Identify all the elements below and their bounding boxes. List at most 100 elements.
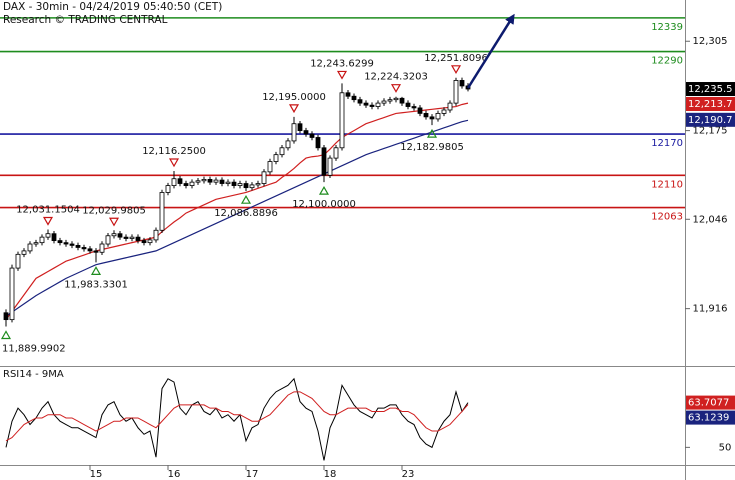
pivot-marker: [240, 194, 252, 204]
candle-body: [225, 181, 231, 184]
candle-body: [279, 147, 285, 156]
rsi-label: RSI14 - 9MA: [3, 369, 64, 380]
candle-body: [105, 235, 111, 245]
candle-body: [315, 137, 321, 149]
y-tick-label: 11,916: [693, 304, 728, 315]
pivot-label: 12,031.1504: [16, 204, 80, 215]
pivot-label: 12,116.2500: [142, 146, 206, 157]
pivot-marker: [0, 330, 12, 340]
candle-body: [141, 240, 147, 244]
candle-body: [285, 140, 291, 149]
pivot-marker: [168, 158, 180, 168]
pivot-marker: [426, 128, 438, 138]
candle-body: [111, 233, 117, 237]
candle-body: [57, 240, 63, 244]
candle-body: [165, 185, 171, 193]
x-tick-label: 18: [324, 469, 337, 480]
candle-body: [87, 248, 93, 252]
pivot-marker: [336, 70, 348, 80]
candle-body: [51, 233, 57, 241]
candle-body: [135, 236, 141, 241]
candle-body: [459, 80, 465, 87]
pivot-label: 11,983.3301: [64, 279, 128, 290]
candle-body: [99, 243, 105, 253]
pivot-label: 12,100.0000: [292, 199, 356, 210]
candle-body: [405, 102, 411, 107]
candle-body: [45, 233, 51, 238]
level-label: 12063: [651, 212, 683, 223]
candle-body: [435, 113, 441, 120]
candle-body: [291, 123, 297, 142]
pivot-marker: [90, 266, 102, 275]
candle-body: [123, 236, 129, 239]
candle-body: [237, 183, 243, 186]
candle-body: [345, 92, 351, 97]
candle-body: [369, 104, 375, 107]
candle-body: [411, 106, 417, 109]
candle-body: [15, 253, 21, 269]
level-label: 12290: [651, 56, 683, 67]
candle-body: [231, 181, 237, 186]
candle-body: [39, 236, 45, 244]
candle-body: [303, 130, 309, 135]
price-tag: [686, 82, 735, 97]
candle-body: [417, 107, 423, 114]
pivot-label: 11,889.9902: [2, 344, 66, 355]
candle-body: [393, 97, 399, 101]
candle-body: [339, 92, 345, 149]
price-tag-label: 12,190.7: [688, 115, 733, 126]
x-tick-label: 16: [168, 469, 181, 480]
x-tick-label: 17: [246, 469, 259, 480]
level-label: 12110: [651, 179, 683, 190]
forecast-arrow: [466, 13, 515, 89]
candle-body: [153, 229, 159, 241]
candle-body: [297, 123, 303, 132]
price-tag-label: 12,235.5: [688, 84, 733, 95]
pivot-marker: [318, 185, 330, 195]
candle-body: [129, 236, 135, 239]
pivot-label: 12,224.3203: [364, 72, 428, 83]
candle-body: [189, 181, 195, 186]
rsi-tag-label: 63.7077: [688, 398, 729, 409]
candle-body: [243, 183, 249, 189]
candle-body: [21, 250, 27, 255]
candle-body: [381, 100, 387, 104]
y-tick-label: 12,305: [693, 36, 728, 47]
moving-average: [5, 119, 469, 317]
candle-body: [273, 154, 279, 162]
candle-body: [171, 178, 177, 186]
candle-body: [453, 80, 459, 104]
moving-average: [5, 102, 469, 320]
price-tag-label: 12,213.7: [688, 99, 733, 110]
candle-body: [147, 239, 153, 244]
candle-body: [33, 242, 39, 245]
candle-body: [387, 99, 393, 102]
pivot-marker: [42, 216, 54, 226]
x-tick-label: 23: [402, 469, 415, 480]
rsi-tag-label: 63.1239: [688, 413, 729, 424]
chart-subtitle: Research © TRADING CENTRAL: [3, 14, 168, 26]
level-label: 12339: [651, 22, 683, 33]
candle-body: [423, 113, 429, 118]
candle-body: [447, 102, 453, 111]
candle-body: [75, 244, 81, 248]
pivot-label: 12,086.8896: [214, 208, 278, 219]
pivot-label: 12,182.9805: [400, 142, 464, 153]
candle-body: [81, 247, 87, 250]
candle-body: [261, 171, 267, 184]
pivot-label: 12,029.9805: [82, 205, 146, 216]
pivot-marker: [108, 217, 120, 227]
candle-body: [309, 133, 315, 138]
pivot-label: 12,251.8096: [424, 53, 488, 64]
candle-body: [183, 183, 189, 186]
candle-body: [177, 178, 183, 184]
pivot-marker: [288, 104, 300, 114]
candle-body: [333, 147, 339, 159]
rsi-line: [5, 377, 469, 461]
price-panel: 12,305 12,175 12,046 11,916 12339 12290 12170 1…: [0, 17, 735, 480]
candle-body: [195, 180, 201, 183]
rsi-tag: [686, 410, 735, 425]
candle-body: [375, 102, 381, 107]
